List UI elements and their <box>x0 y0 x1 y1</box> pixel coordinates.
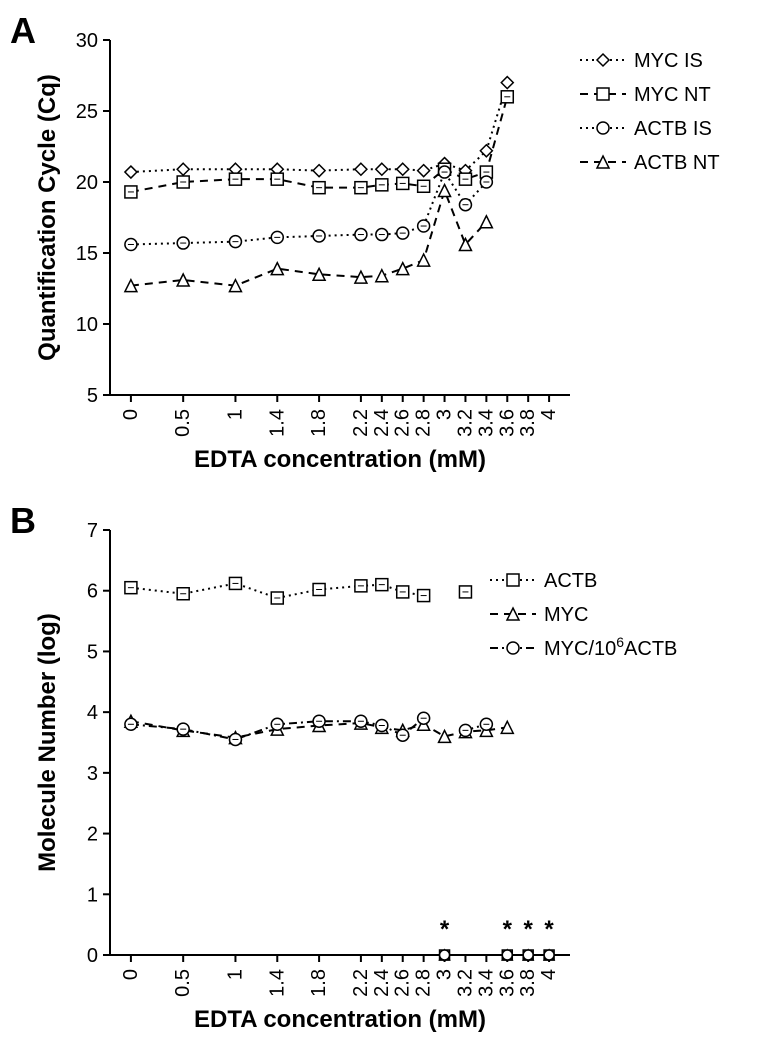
svg-text:*: * <box>503 916 513 943</box>
svg-text:2.2: 2.2 <box>350 409 372 437</box>
svg-text:5: 5 <box>87 641 98 663</box>
svg-text:0.5: 0.5 <box>172 409 194 437</box>
svg-text:1.8: 1.8 <box>308 969 330 997</box>
svg-text:7: 7 <box>87 520 98 542</box>
svg-text:1.4: 1.4 <box>266 409 288 437</box>
svg-text:*: * <box>440 916 450 943</box>
svg-text:*: * <box>544 916 554 943</box>
svg-text:ACTB IS: ACTB IS <box>634 118 712 140</box>
svg-text:0.5: 0.5 <box>172 969 194 997</box>
svg-text:2.2: 2.2 <box>350 969 372 997</box>
svg-text:3: 3 <box>87 763 98 785</box>
svg-text:3: 3 <box>434 969 456 980</box>
svg-text:15: 15 <box>76 243 98 265</box>
svg-text:10: 10 <box>76 314 98 336</box>
svg-text:1: 1 <box>224 969 246 980</box>
svg-text:*: * <box>524 916 534 943</box>
svg-text:3.8: 3.8 <box>517 969 539 997</box>
svg-text:Quantification Cycle (Cq): Quantification Cycle (Cq) <box>34 74 61 361</box>
svg-text:3.4: 3.4 <box>475 409 497 437</box>
svg-text:0: 0 <box>87 945 98 967</box>
svg-text:3.6: 3.6 <box>496 969 518 997</box>
svg-text:ACTB NT: ACTB NT <box>634 152 720 174</box>
svg-text:2.4: 2.4 <box>371 409 393 437</box>
svg-text:MYC/106ACTB: MYC/106ACTB <box>544 634 677 660</box>
svg-text:20: 20 <box>76 172 98 194</box>
svg-text:MYC: MYC <box>544 604 588 626</box>
svg-text:3.2: 3.2 <box>454 969 476 997</box>
svg-text:2.8: 2.8 <box>413 969 435 997</box>
svg-text:6: 6 <box>87 581 98 603</box>
chart-b: 0123456700.511.41.82.22.42.62.833.23.43.… <box>10 510 770 1050</box>
svg-text:3.2: 3.2 <box>454 409 476 437</box>
svg-text:30: 30 <box>76 30 98 52</box>
svg-text:2.6: 2.6 <box>392 409 414 437</box>
svg-text:2: 2 <box>87 824 98 846</box>
svg-text:0: 0 <box>120 409 142 420</box>
svg-text:1.4: 1.4 <box>266 969 288 997</box>
svg-text:3.4: 3.4 <box>475 969 497 997</box>
svg-text:2.6: 2.6 <box>392 969 414 997</box>
figure-wrap: A 5101520253000.511.41.82.22.42.62.833.2… <box>0 0 778 1057</box>
svg-text:Molecule Number (log): Molecule Number (log) <box>34 613 61 872</box>
svg-text:4: 4 <box>538 969 560 980</box>
svg-text:MYC IS: MYC IS <box>634 50 703 72</box>
svg-text:4: 4 <box>538 409 560 420</box>
svg-text:2.8: 2.8 <box>413 409 435 437</box>
svg-text:3.8: 3.8 <box>517 409 539 437</box>
svg-text:25: 25 <box>76 101 98 123</box>
svg-text:4: 4 <box>87 702 98 724</box>
svg-text:5: 5 <box>87 385 98 407</box>
svg-text:0: 0 <box>120 969 142 980</box>
svg-text:2.4: 2.4 <box>371 969 393 997</box>
svg-text:1: 1 <box>87 884 98 906</box>
svg-text:3.6: 3.6 <box>496 409 518 437</box>
svg-text:ACTB: ACTB <box>544 570 597 592</box>
svg-text:MYC NT: MYC NT <box>634 84 711 106</box>
chart-a: 5101520253000.511.41.82.22.42.62.833.23.… <box>10 20 770 490</box>
svg-text:EDTA concentration (mM): EDTA concentration (mM) <box>194 446 486 473</box>
svg-text:1.8: 1.8 <box>308 409 330 437</box>
svg-text:EDTA concentration (mM): EDTA concentration (mM) <box>194 1006 486 1033</box>
svg-text:1: 1 <box>224 409 246 420</box>
svg-text:3: 3 <box>434 409 456 420</box>
